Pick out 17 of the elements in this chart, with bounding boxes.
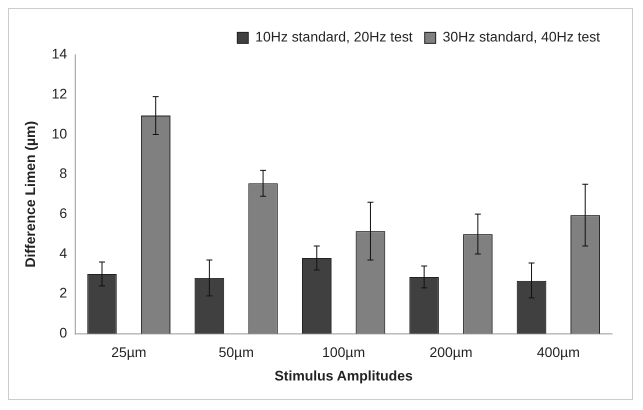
y-tick-label: 4 — [59, 244, 68, 261]
x-axis-title: Stimulus Amplitudes — [274, 368, 413, 384]
x-tick-label: 25µm — [111, 344, 146, 360]
y-tick-label: 14 — [52, 46, 68, 62]
y-axis-title: Difference Limen (µm) — [22, 120, 38, 268]
y-tick-label: 8 — [59, 165, 68, 182]
legend-label: 10Hz standard, 20Hz test — [255, 28, 413, 45]
x-tick-label: 50µm — [218, 344, 254, 360]
legend-label: 30Hz standard, 40Hz test — [442, 28, 600, 45]
x-tick-label: 100µm — [322, 344, 366, 360]
y-tick-label: 12 — [52, 85, 68, 102]
y-tick-label: 2 — [59, 284, 68, 301]
x-tick-label: 400µm — [536, 344, 580, 360]
y-tick-label: 10 — [52, 125, 68, 142]
y-tick-label: 0 — [59, 324, 68, 341]
y-tick-label: 6 — [59, 205, 68, 222]
x-tick-label: 200µm — [430, 344, 472, 360]
